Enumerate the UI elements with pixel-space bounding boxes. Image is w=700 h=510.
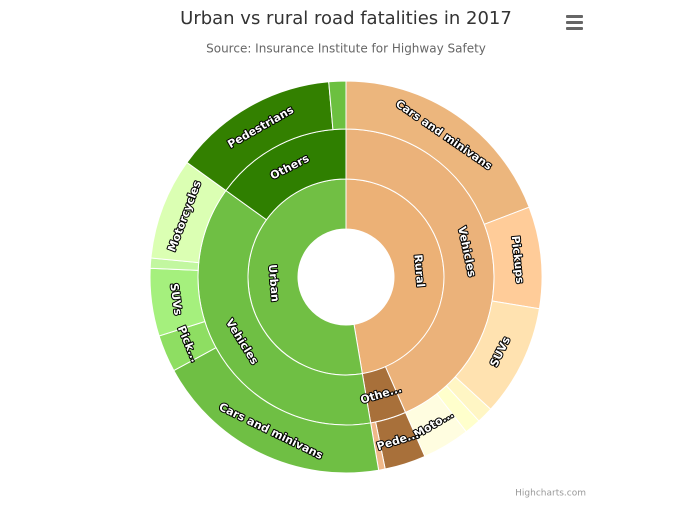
segment-label: Pickups <box>509 235 527 284</box>
menu-button[interactable] <box>566 15 583 30</box>
segment-label: Urban <box>266 264 282 302</box>
credit[interactable]: Highcharts.com <box>515 489 586 499</box>
chart-subtitle: Source: Insurance Institute for Highway … <box>206 42 486 56</box>
segment-label: SUVs <box>167 283 184 317</box>
menu-bar[interactable] <box>566 27 583 30</box>
chart-title: Urban vs rural road fatalities in 2017 <box>180 8 512 29</box>
menu-bar[interactable] <box>566 15 583 18</box>
sunburst-segment <box>328 80 347 131</box>
menu-bar[interactable] <box>566 21 583 24</box>
sunburst <box>149 80 543 474</box>
segment-label: Rural <box>411 254 427 288</box>
